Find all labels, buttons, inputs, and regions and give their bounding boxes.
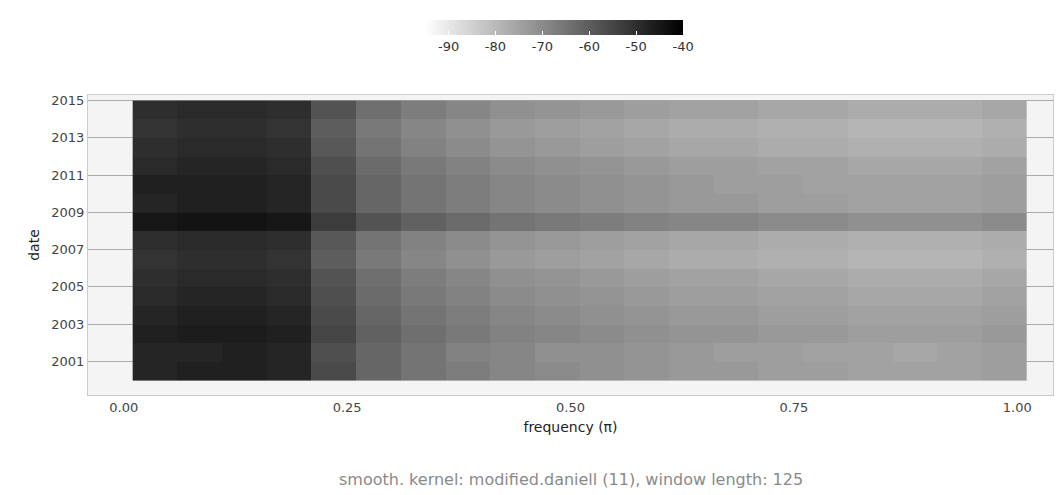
svg-text:2001: 2001 — [51, 354, 84, 369]
svg-text:2003: 2003 — [51, 317, 84, 332]
svg-text:frequency (π): frequency (π) — [523, 419, 617, 435]
svg-text:smooth. kernel: modified.danie: smooth. kernel: modified.daniell (11), w… — [339, 470, 803, 489]
svg-text:2009: 2009 — [51, 205, 84, 220]
svg-text:2015: 2015 — [51, 93, 84, 108]
svg-text:-80: -80 — [485, 39, 506, 54]
svg-text:2013: 2013 — [51, 130, 84, 145]
svg-text:-60: -60 — [579, 39, 600, 54]
svg-text:1.00: 1.00 — [1003, 400, 1032, 415]
svg-text:2005: 2005 — [51, 279, 84, 294]
svg-text:-70: -70 — [532, 39, 553, 54]
svg-text:-40: -40 — [672, 39, 693, 54]
svg-text:2011: 2011 — [51, 168, 84, 183]
svg-text:0.75: 0.75 — [779, 400, 808, 415]
svg-text:2007: 2007 — [51, 242, 84, 257]
svg-text:0.00: 0.00 — [109, 400, 138, 415]
svg-text:date: date — [26, 229, 42, 261]
svg-text:0.50: 0.50 — [556, 400, 585, 415]
svg-text:0.25: 0.25 — [333, 400, 362, 415]
svg-text:-50: -50 — [626, 39, 647, 54]
svg-text:-90: -90 — [438, 39, 459, 54]
